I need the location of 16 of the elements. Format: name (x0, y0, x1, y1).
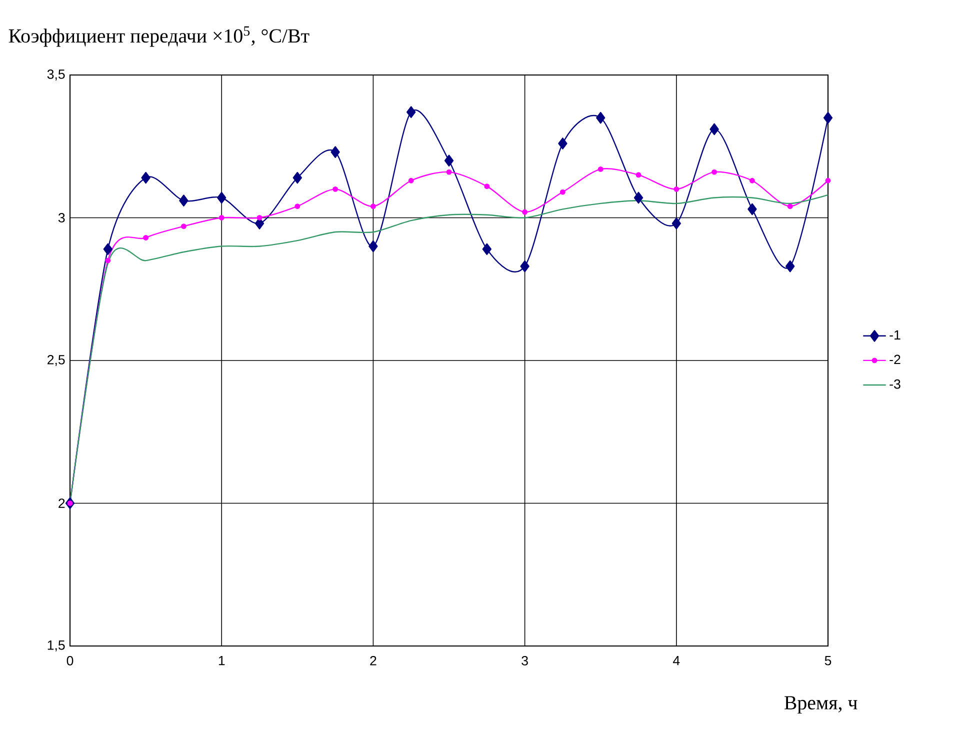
x-tick-label: 1 (218, 656, 225, 666)
x-axis-title: Время, ч (784, 696, 858, 714)
x-tick-label: 2 (370, 656, 376, 666)
x-tick-label: 0 (66, 656, 74, 666)
y-tick-label: 3 (58, 213, 65, 222)
x-tick-label: 4 (673, 656, 680, 666)
legend-label: -1 (890, 330, 900, 340)
legend-label: -2 (890, 354, 900, 364)
y-axis-title: Коэффициент передачи ×10$^{5}$, °C/Вт (8, 26, 310, 47)
legend-label: -3 (890, 379, 900, 389)
y-tick-label: 2,5 (48, 355, 65, 366)
y-tick-label: 2 (58, 498, 65, 508)
y-tick-label: 1,5 (48, 640, 65, 652)
x-tick-label: 5 (824, 656, 832, 666)
x-tick-label: 3 (522, 656, 528, 666)
y-tick-label: 3,5 (47, 70, 65, 80)
